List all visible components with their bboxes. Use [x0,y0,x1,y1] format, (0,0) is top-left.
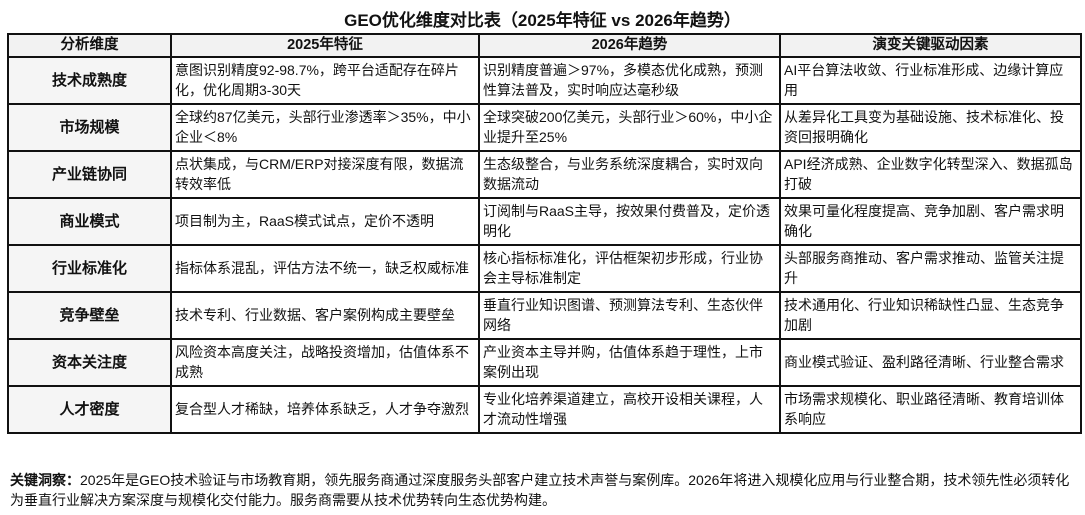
cell-feature-2025: 项目制为主，RaaS模式试点，定价不透明 [170,197,480,246]
cell-trend-2026: 生态级整合，与业务系统深度耦合，实时双向数据流动 [478,150,781,199]
cell-drivers: API经济成熟、企业数字化转型深入、数据孤岛打破 [779,150,1082,199]
table-row: 市场规模 全球约87亿美元，头部行业渗透率＞35%，中小企业＜8% 全球突破200亿… [7,103,1082,152]
cell-feature-2025: 复合型人才稀缺，培养体系缺乏，人才争夺激烈 [170,385,480,434]
cell-dimension: 市场规模 [7,103,172,152]
cell-trend-2026: 订阅制与RaaS主导，按效果付费普及，定价透明化 [478,197,781,246]
table-row: 人才密度 复合型人才稀缺，培养体系缺乏，人才争夺激烈 专业化培养渠道建立，高校开设相… [7,385,1082,434]
cell-drivers: AI平台算法收敛、行业标准形成、边缘计算应用 [779,56,1082,105]
cell-drivers: 头部服务商推动、客户需求推动、监管关注提升 [779,244,1082,293]
cell-dimension: 商业模式 [7,197,172,246]
cell-feature-2025: 风险资本高度关注，战略投资增加，估值体系不成熟 [170,338,480,387]
table-row: 行业标准化 指标体系混乱，评估方法不统一，缺乏权威标准 核心指标标准化，评估框架初步… [7,244,1082,293]
key-insight: 关键洞察：2025年是GEO技术验证与市场教育期，领先服务商通过深度服务头部客户… [10,470,1075,510]
cell-dimension: 人才密度 [7,385,172,434]
comparison-table: 分析维度 2025年特征 2026年趋势 演变关键驱动因素 技术成熟度 意图识别精… [7,33,1082,434]
cell-feature-2025: 技术专利、行业数据、客户案例构成主要壁垒 [170,291,480,340]
cell-feature-2025: 全球约87亿美元，头部行业渗透率＞35%，中小企业＜8% [170,103,480,152]
cell-feature-2025: 指标体系混乱，评估方法不统一，缺乏权威标准 [170,244,480,293]
table-row: 产业链协同 点状集成，与CRM/ERP对接深度有限，数据流转效率低 生态级整合，与业… [7,150,1082,199]
cell-dimension: 产业链协同 [7,150,172,199]
table-row: 商业模式 项目制为主，RaaS模式试点，定价不透明 订阅制与RaaS主导，按效果付费… [7,197,1082,246]
table-row: 技术成熟度 意图识别精度92-98.7%，跨平台适配存在碎片化，优化周期3-30天… [7,56,1082,105]
cell-trend-2026: 垂直行业知识图谱、预测算法专利、生态伙伴网络 [478,291,781,340]
cell-trend-2026: 全球突破200亿美元，头部行业＞60%，中小企业提升至25% [478,103,781,152]
header-2025: 2025年特征 [170,33,480,58]
cell-drivers: 效果可量化程度提高、竞争加剧、客户需求明确化 [779,197,1082,246]
header-drivers: 演变关键驱动因素 [779,33,1082,58]
cell-drivers: 市场需求规模化、职业路径清晰、教育培训体系响应 [779,385,1082,434]
cell-trend-2026: 专业化培养渠道建立，高校开设相关课程，人才流动性增强 [478,385,781,434]
cell-dimension: 技术成熟度 [7,56,172,105]
cell-drivers: 商业模式验证、盈利路径清晰、行业整合需求 [779,338,1082,387]
cell-dimension: 竞争壁垒 [7,291,172,340]
cell-dimension: 行业标准化 [7,244,172,293]
cell-dimension: 资本关注度 [7,338,172,387]
cell-trend-2026: 产业资本主导并购，估值体系趋于理性，上市案例出现 [478,338,781,387]
key-insight-label: 关键洞察： [10,472,80,488]
cell-trend-2026: 识别精度普遍＞97%，多模态优化成熟，预测性算法普及，实时响应达毫秒级 [478,56,781,105]
table-row: 资本关注度 风险资本高度关注，战略投资增加，估值体系不成熟 产业资本主导并购，估值体… [7,338,1082,387]
header-dimension: 分析维度 [7,33,172,58]
cell-feature-2025: 意图识别精度92-98.7%，跨平台适配存在碎片化，优化周期3-30天 [170,56,480,105]
table-row: 竞争壁垒 技术专利、行业数据、客户案例构成主要壁垒 垂直行业知识图谱、预测算法专利、… [7,291,1082,340]
key-insight-text: 2025年是GEO技术验证与市场教育期，领先服务商通过深度服务头部客户建立技术声… [10,472,1070,508]
table-header-row: 分析维度 2025年特征 2026年趋势 演变关键驱动因素 [7,33,1082,58]
cell-feature-2025: 点状集成，与CRM/ERP对接深度有限，数据流转效率低 [170,150,480,199]
cell-drivers: 技术通用化、行业知识稀缺性凸显、生态竞争加剧 [779,291,1082,340]
cell-trend-2026: 核心指标标准化，评估框架初步形成，行业协会主导标准制定 [478,244,781,293]
header-2026: 2026年趋势 [478,33,781,58]
cell-drivers: 从差异化工具变为基础设施、技术标准化、投资回报明确化 [779,103,1082,152]
page-title: GEO优化维度对比表（2025年特征 vs 2026年趋势） [344,11,741,30]
